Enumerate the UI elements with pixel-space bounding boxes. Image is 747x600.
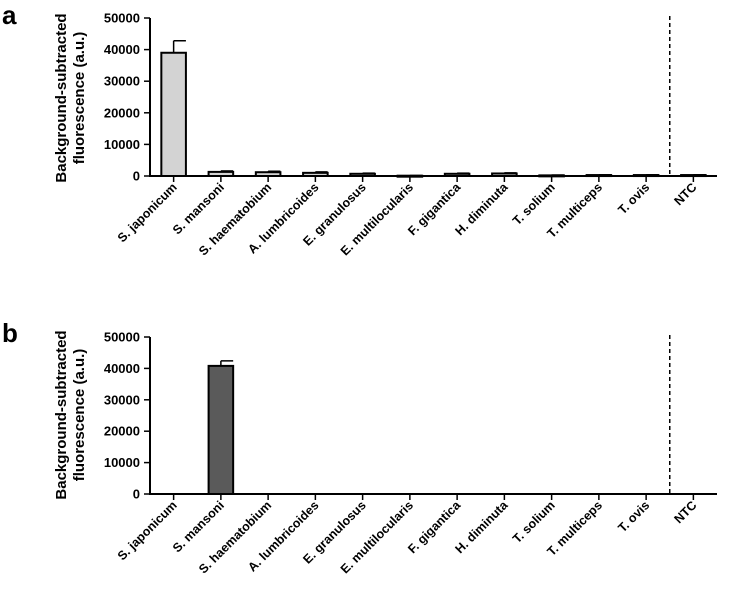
x-category-label-b: T. solium	[510, 498, 558, 546]
panel-label-b: b	[2, 318, 18, 348]
y-tick-label-b: 20000	[104, 424, 140, 439]
y-axis-label-a-line2: fluorescence (a.u.)	[71, 32, 88, 165]
x-category-label-b: NTC	[671, 498, 699, 526]
panel-label-a: a	[2, 0, 17, 30]
y-axis-label-b-line1: Background-subtracted	[53, 330, 70, 499]
y-tick-label-a: 0	[133, 169, 140, 184]
y-tick-label-a: 30000	[104, 74, 140, 89]
bar-b	[207, 364, 235, 495]
x-category-label-b: S. japonicum	[115, 498, 180, 563]
bar-a	[254, 171, 282, 177]
y-tick-label-b: 40000	[104, 361, 140, 376]
y-tick-label-a: 40000	[104, 42, 140, 57]
bar-a	[207, 170, 235, 177]
bar-a	[302, 171, 329, 177]
y-tick-label-a: 20000	[104, 105, 140, 120]
y-tick-label-b: 10000	[104, 455, 140, 470]
x-category-label-a: T. ovis	[615, 180, 652, 217]
panel-a: a Background-subtracted fluorescence (a.…	[2, 0, 717, 258]
x-category-label-b: T. ovis	[615, 498, 652, 535]
y-tick-label-b: 50000	[104, 330, 140, 345]
bar-a	[443, 172, 471, 177]
y-axis-label-b-line2: fluorescence (a.u.)	[71, 349, 88, 482]
y-axis-label-a-line1: Background-subtracted	[53, 13, 70, 182]
bar-a	[349, 172, 376, 177]
y-tick-label-b: 30000	[104, 392, 140, 407]
bar-a	[491, 172, 518, 177]
y-tick-label-a: 50000	[104, 11, 140, 26]
y-tick-label-a: 10000	[104, 137, 140, 152]
x-category-label-a: T. solium	[510, 180, 558, 228]
bar-a	[160, 51, 187, 177]
panel-b: b Background-subtracted fluorescence (a.…	[2, 318, 717, 576]
x-category-label-a: S. japonicum	[115, 180, 180, 245]
x-category-label-a: NTC	[671, 180, 699, 208]
y-tick-label-b: 0	[133, 487, 140, 502]
